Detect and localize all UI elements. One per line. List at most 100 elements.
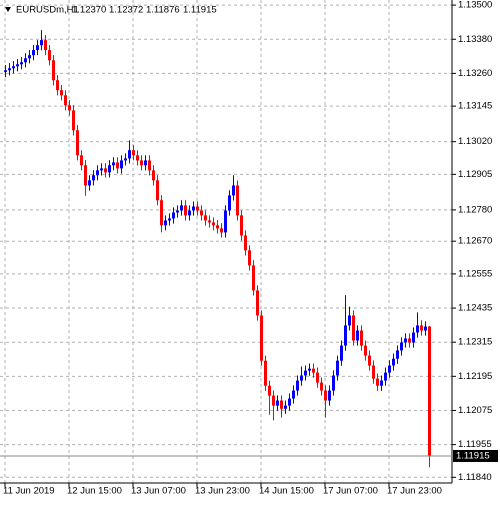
candle-body — [308, 368, 311, 371]
candle-body — [76, 130, 79, 156]
candle-body — [220, 228, 223, 233]
candle-body — [324, 390, 327, 401]
candle-body — [40, 40, 43, 46]
candle-body — [420, 325, 423, 331]
candle-body — [380, 380, 383, 386]
candle-body — [344, 325, 347, 346]
candle-body — [372, 365, 375, 379]
candle-body — [108, 165, 111, 173]
y-tick-label: 1.13380 — [458, 34, 492, 45]
candle-body — [416, 325, 419, 333]
candle-body — [288, 398, 291, 406]
candle-body — [332, 375, 335, 391]
candle-body — [348, 315, 351, 326]
x-tick-label: 12 Jun 15:00 — [67, 486, 122, 497]
candle-body — [292, 390, 295, 399]
candle-body — [20, 62, 23, 65]
candle-body — [224, 210, 227, 233]
candle-body — [180, 205, 183, 211]
candle-body — [400, 342, 403, 351]
header-value: 1.12372 — [109, 5, 143, 16]
candle-body — [144, 160, 147, 166]
header-values: 1.12370 1.12372 1.11876 1.11915 — [72, 5, 217, 16]
candle-body — [56, 80, 59, 91]
candle-body — [64, 95, 67, 106]
candle-body — [68, 105, 71, 111]
candle-body — [428, 326, 431, 456]
candle-body — [396, 350, 399, 359]
candle-body — [228, 195, 231, 211]
candle-body — [100, 168, 103, 171]
candle-body — [184, 205, 187, 216]
candle-body — [156, 180, 159, 201]
candle-body — [248, 250, 251, 266]
candle-body — [364, 345, 367, 356]
candle-body — [256, 290, 259, 316]
candle-body — [60, 90, 63, 96]
candle-body — [352, 315, 355, 341]
candle-body — [44, 40, 47, 51]
candle-body — [48, 50, 51, 61]
candle-body — [252, 265, 255, 291]
price-label: 1.11915 — [456, 450, 490, 461]
header-value: 1.11915 — [183, 5, 217, 16]
candle-body — [388, 365, 391, 373]
candle-body — [212, 222, 215, 226]
y-tick-label: 1.11840 — [458, 472, 492, 483]
candle-body — [176, 210, 179, 213]
header-value: 1.12370 — [72, 5, 106, 16]
candle-body — [24, 58, 27, 63]
y-tick-label: 1.12555 — [458, 268, 492, 279]
candle-body — [296, 380, 299, 391]
candle-body — [52, 60, 55, 81]
candle-body — [128, 150, 131, 159]
candle-body — [132, 150, 135, 156]
candle-body — [376, 378, 379, 386]
y-tick-label: 1.12670 — [458, 236, 492, 247]
candle-body — [120, 160, 123, 169]
chart-title: EURUSDm,H1 — [16, 5, 79, 16]
candle-body — [168, 218, 171, 221]
y-tick-label: 1.13260 — [458, 68, 492, 79]
y-tick-label: 1.12195 — [458, 371, 492, 382]
candle-body — [328, 390, 331, 401]
candle-body — [4, 70, 7, 72]
candle-body — [200, 210, 203, 216]
candle-body — [300, 375, 303, 381]
candle-body — [312, 368, 315, 373]
x-tick-label: 17 Jun 23:00 — [387, 486, 442, 497]
candle-body — [356, 330, 359, 341]
candle-body — [8, 68, 11, 71]
x-tick-label: 11 Jun 2019 — [3, 486, 55, 497]
candle-body — [408, 338, 411, 343]
candle-body — [236, 185, 239, 216]
candle-body — [164, 220, 167, 226]
candle-body — [336, 360, 339, 376]
candle-body — [192, 206, 195, 211]
candle-body — [208, 220, 211, 223]
candle-body — [36, 45, 39, 51]
x-tick-label: 17 Jun 07:00 — [323, 486, 378, 497]
candle-body — [160, 200, 163, 226]
candle-body — [244, 235, 247, 251]
candle-body — [28, 55, 31, 59]
y-tick-label: 1.12905 — [458, 169, 492, 180]
candle-body — [240, 215, 243, 236]
candle-body — [136, 155, 139, 161]
candle-body — [284, 405, 287, 409]
candle-body — [16, 64, 19, 67]
candle-body — [268, 385, 271, 396]
y-tick-label: 1.13020 — [458, 136, 492, 147]
candle-body — [12, 66, 15, 69]
candle-body — [116, 162, 119, 169]
candle-body — [232, 185, 235, 196]
candle-body — [188, 210, 191, 216]
candle-body — [148, 160, 151, 171]
candle-body — [264, 360, 267, 386]
candle-body — [84, 165, 87, 186]
y-tick-label: 1.13145 — [458, 101, 492, 112]
y-tick-label: 1.12315 — [458, 337, 492, 348]
candle-body — [88, 180, 91, 186]
symbol-icon — [5, 7, 11, 12]
